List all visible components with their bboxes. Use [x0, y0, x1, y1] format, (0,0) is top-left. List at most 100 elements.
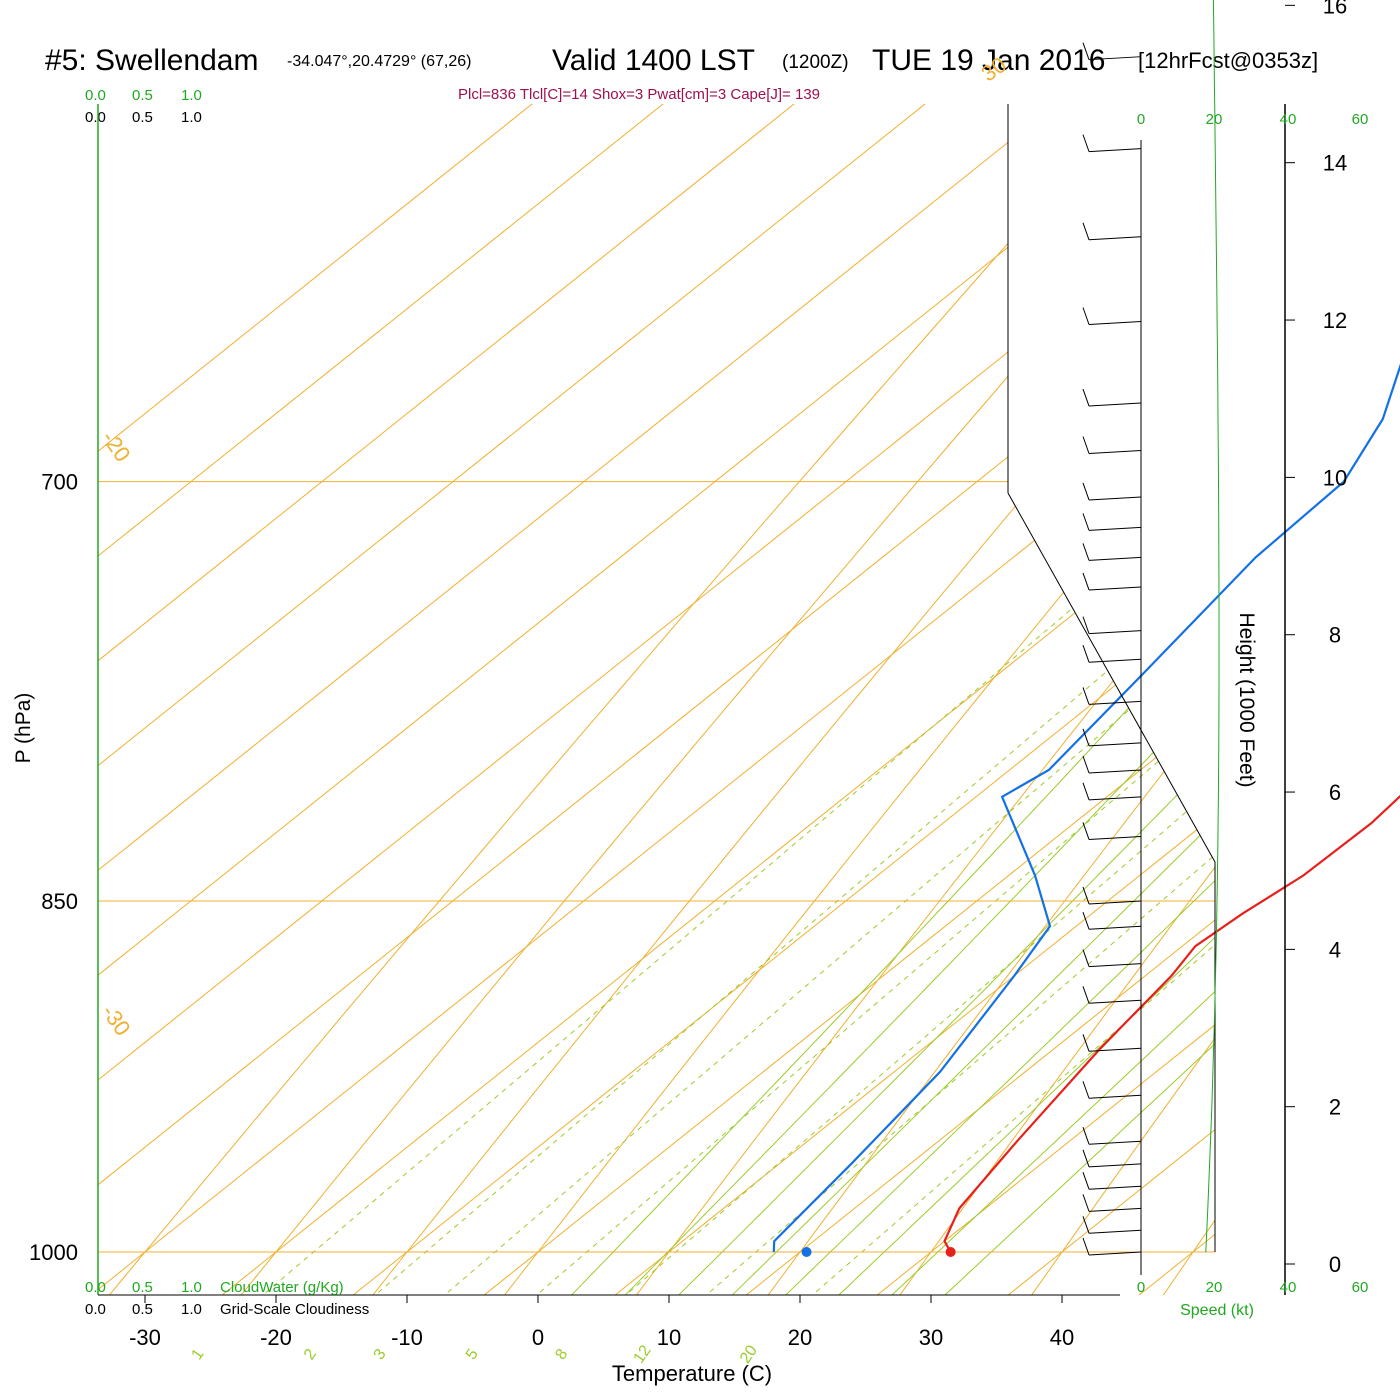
- wind-barb-staff: [1088, 658, 1142, 663]
- wind-barb-staff: [1088, 1185, 1142, 1190]
- wind-barb-flag: [1082, 1081, 1090, 1099]
- y-tick-label: 700: [41, 470, 78, 495]
- isotherm-line: [149, 104, 1215, 1295]
- top-black-scale-2: 1.0: [181, 109, 202, 126]
- height-tick-label: 16: [1323, 0, 1347, 18]
- bottom-green-scale-1: 0.5: [132, 1279, 153, 1296]
- wind-speed-bottom-60: 60: [1352, 1279, 1369, 1296]
- x-tick-label: 30: [919, 1325, 943, 1350]
- moist-adiabat-line: [877, 104, 1215, 1295]
- dry-adiabat-line: [648, 104, 1215, 1295]
- bottom-green-scale-2: 1.0: [181, 1279, 202, 1296]
- wind-barb-staff: [1088, 742, 1142, 747]
- wind-speed-profile-line: [1205, 0, 1220, 1253]
- wind-speed-top-60: 60: [1352, 111, 1369, 128]
- wind-barb-staff: [1088, 630, 1142, 635]
- height-tick-label: 0: [1329, 1252, 1341, 1277]
- bottom-green-scale-0: 0.0: [85, 1279, 106, 1296]
- wind-speed-bottom-20: 20: [1206, 1279, 1223, 1296]
- wind-barb-flag: [1082, 134, 1090, 152]
- wind-barb-flag: [1082, 1127, 1090, 1145]
- wind-barb-staff: [1088, 402, 1142, 407]
- mixing-ratio-line: [553, 104, 1215, 1295]
- wind-barb-flag: [1082, 687, 1090, 705]
- wind-barb-staff: [1088, 496, 1142, 501]
- wind-barb-flag: [1082, 388, 1090, 407]
- wind-barb-flag: [1082, 42, 1090, 60]
- chart-frame: [97, 4, 1295, 1303]
- isotherm-label: -30: [97, 1000, 136, 1040]
- y-tick-label: 850: [41, 889, 78, 914]
- wind-barb-staff: [1088, 963, 1142, 968]
- wind-barb-staff: [1088, 796, 1142, 801]
- mixing-ratio-label: 8: [552, 1346, 571, 1363]
- wind-barb-staff: [1088, 321, 1142, 326]
- wind-barb-flag: [1082, 728, 1090, 747]
- x-tick-label: 10: [657, 1325, 681, 1350]
- station-coords: -34.047°,20.4729° (67,26): [287, 53, 471, 70]
- bottom-cloudwater-scale: 0.0 0.5 1.0 CloudWater (g/Kg) 0.0 0.5 1.…: [85, 1279, 369, 1318]
- wind-barb-flag: [1082, 222, 1090, 240]
- wind-barb-flag: [1082, 307, 1090, 325]
- wind-barb-flag: [1082, 1216, 1090, 1234]
- wind-barb-staff: [1088, 1140, 1142, 1145]
- mixing-ratio-label: 1: [188, 1346, 207, 1363]
- bottom-black-scale-0: 0.0: [85, 1301, 106, 1318]
- height-tick-label: 2: [1329, 1095, 1341, 1120]
- wind-barb-staff: [1088, 1229, 1142, 1234]
- top-green-scale-2: 1.0: [181, 87, 202, 104]
- y-axis-title: P (hPa): [12, 693, 35, 764]
- valid-time: Valid 1400 LST: [552, 44, 755, 77]
- wind-speed-label: Speed (kt): [1180, 1302, 1254, 1319]
- forecast-info: [12hrFcst@0353z]: [1138, 48, 1318, 73]
- isotherm-line: [411, 104, 1215, 1295]
- height-tick-label: 4: [1329, 937, 1341, 962]
- dry-adiabat-line: [513, 104, 1215, 1295]
- wind-barb-staff: [1088, 526, 1142, 531]
- height-tick-label: 8: [1329, 623, 1341, 648]
- wind-barb-flag: [1082, 822, 1090, 840]
- x-tick-label: -10: [391, 1325, 423, 1350]
- wind-barb-flag: [1082, 755, 1090, 774]
- isotherm-line: [280, 104, 1215, 1295]
- x-axis-title: Temperature (C): [612, 1361, 772, 1386]
- dry-adiabat-line: [244, 104, 1215, 1295]
- wind-barb-flag: [1082, 912, 1090, 930]
- x-tick-label: -30: [129, 1325, 161, 1350]
- mixing-ratio-line: [371, 104, 1215, 1295]
- mixing-ratio-line: [189, 104, 1215, 1295]
- isotherm-line: [542, 104, 1215, 1295]
- isotherm-label: -20: [97, 426, 136, 466]
- moist-adiabat-line: [615, 104, 1215, 1295]
- isotherm-line: [98, 104, 1215, 1295]
- wind-barb-flag: [1082, 1149, 1090, 1167]
- wind-barb-staff: [1088, 1094, 1142, 1099]
- wind-barb-flag: [1082, 886, 1090, 905]
- wind-barb-flag: [1082, 513, 1090, 531]
- wind-barb-staff: [1088, 700, 1142, 705]
- wind-speed-top-20: 20: [1206, 111, 1223, 128]
- surface-temperature-point: [945, 1247, 956, 1257]
- wind-speed-scale: 0 20 40 60 0 20 40 60 Speed (kt): [1137, 111, 1369, 1319]
- cloudwater-label: CloudWater (g/Kg): [220, 1279, 344, 1296]
- bottom-black-scale-1: 0.5: [132, 1301, 153, 1318]
- wind-barb-staff: [1088, 1163, 1142, 1168]
- top-green-scale-0: 0.0: [85, 87, 106, 104]
- wind-barb-staff: [1088, 900, 1142, 905]
- wind-barb-flag: [1082, 1237, 1090, 1256]
- wind-barb-staff: [1088, 999, 1142, 1004]
- chart-data-lines: [772, 363, 1400, 1257]
- moist-adiabat-line: [825, 104, 1215, 1295]
- wind-barb-flag: [1082, 986, 1090, 1004]
- x-tick-label: 40: [1050, 1325, 1074, 1350]
- series-dewpoint-line: [772, 363, 1400, 1253]
- dry-adiabat-line: [782, 104, 1215, 1295]
- wind-speed-top-0: 0: [1137, 111, 1145, 128]
- mixing-ratio-line: [301, 104, 1215, 1295]
